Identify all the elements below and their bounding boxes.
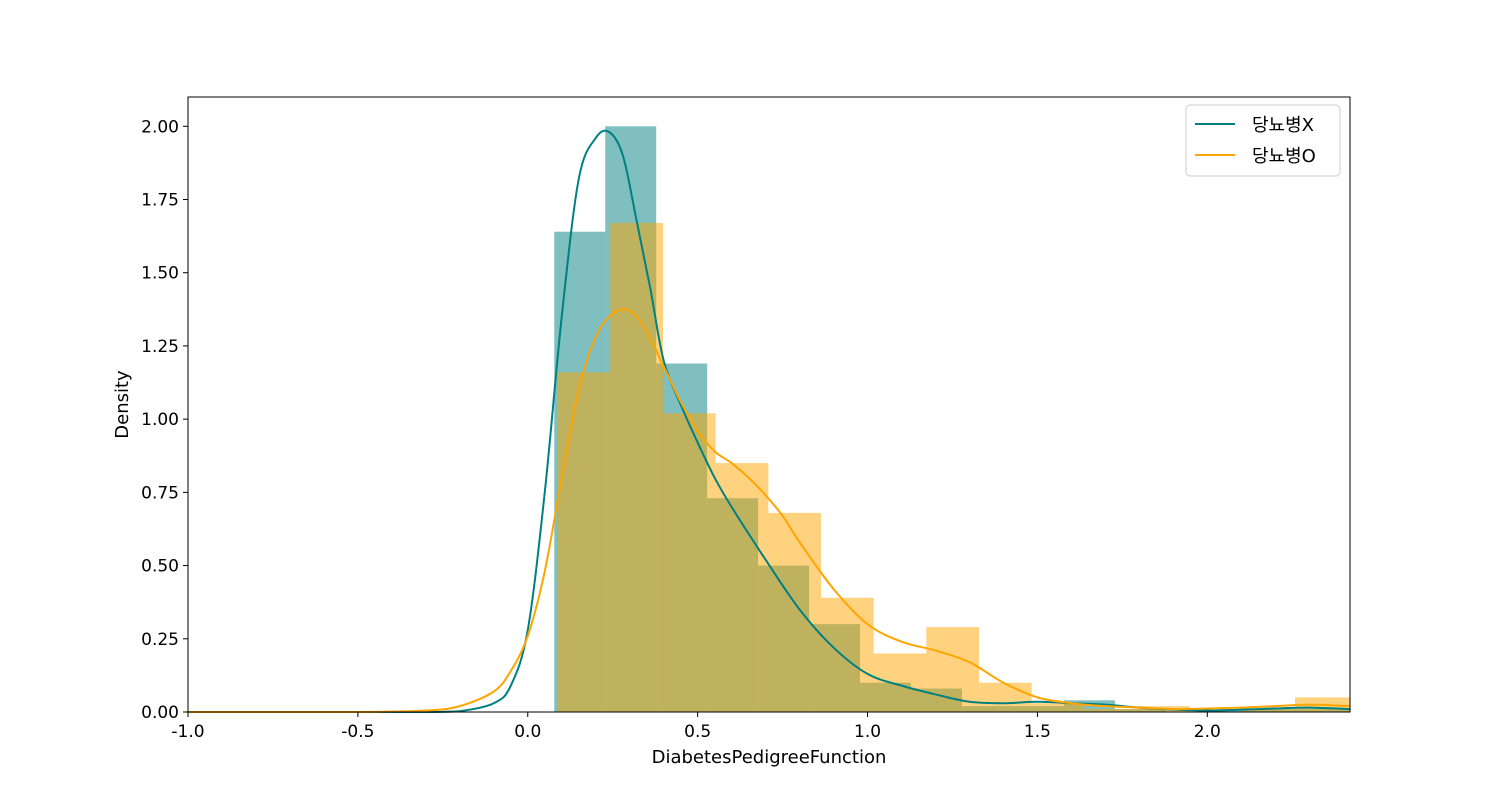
y-axis-label: Density	[112, 370, 133, 439]
x-tick-label: 0.5	[684, 722, 711, 742]
y-tick-label: 1.00	[141, 410, 179, 430]
y-tick-label: 2.00	[141, 117, 179, 137]
x-tick-label: -1.0	[171, 722, 204, 742]
x-axis: -1.0 -0.5 0.0 0.5 1.0 1.5 2.0	[171, 712, 1221, 742]
hist-bar-diabetes-3	[715, 463, 769, 712]
hist-bar-diabetes-0	[557, 372, 611, 712]
kde-line-no-diabetes	[188, 129, 1351, 714]
y-tick-label: 0.50	[141, 557, 179, 577]
hist-bar-diabetes-5	[820, 597, 874, 712]
y-tick-label: 0.00	[141, 703, 179, 723]
legend: 당뇨병X 당뇨병O	[1185, 104, 1341, 177]
y-tick-label: 0.25	[141, 630, 179, 650]
x-tick-label: -0.5	[341, 722, 374, 742]
legend-label-no-diabetes: 당뇨병X	[1252, 115, 1314, 136]
hist-bar-diabetes-4	[768, 512, 821, 712]
hist-bar-diabetes-8	[978, 682, 1032, 712]
x-tick-label: 2.0	[1194, 722, 1221, 742]
hist-bar-diabetes-6	[873, 653, 927, 712]
kde-curves	[188, 129, 1351, 714]
histogram-bars	[554, 126, 1350, 713]
kde-line-diabetes	[188, 308, 1351, 714]
axes-frame	[187, 96, 1351, 713]
x-tick-label: 1.5	[1024, 722, 1051, 742]
y-axis: 0.00 0.25 0.50 0.75 1.00 1.25 1.50 1.75 2.00	[141, 117, 188, 723]
hist-bar-diabetes-2	[662, 413, 716, 712]
y-tick-label: 1.75	[141, 191, 179, 211]
hist-bar-no-diabetes-10	[1063, 700, 1115, 712]
hist-bar-diabetes-13	[1242, 709, 1295, 712]
y-tick-label: 1.25	[141, 337, 179, 357]
x-tick-label: 0.0	[514, 722, 541, 742]
hist-bar-diabetes-9	[1031, 703, 1085, 712]
legend-box	[1185, 104, 1341, 177]
y-tick-label: 0.75	[141, 483, 179, 503]
legend-label-diabetes: 당뇨병O	[1252, 146, 1316, 167]
x-tick-label: 1.0	[854, 722, 881, 742]
hist-bar-diabetes-10	[1084, 709, 1137, 712]
x-axis-label: DiabetesPedigreeFunction	[652, 747, 887, 768]
hist-bar-diabetes-1	[610, 222, 663, 712]
plot-area	[187, 96, 1351, 714]
y-tick-label: 1.50	[141, 264, 179, 284]
